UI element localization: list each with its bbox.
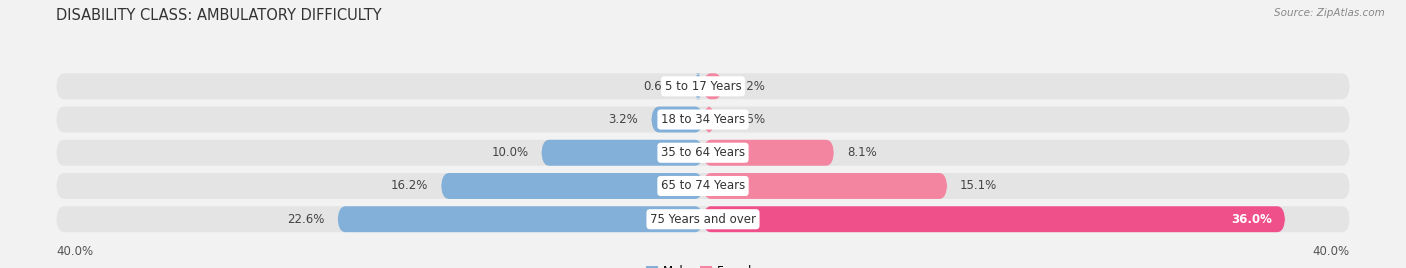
FancyBboxPatch shape [693, 73, 703, 99]
Text: 5 to 17 Years: 5 to 17 Years [665, 80, 741, 93]
Legend: Male, Female: Male, Female [641, 261, 765, 268]
FancyBboxPatch shape [56, 140, 1350, 166]
Text: 36.0%: 36.0% [1232, 213, 1272, 226]
Text: 16.2%: 16.2% [391, 180, 429, 192]
Text: 18 to 34 Years: 18 to 34 Years [661, 113, 745, 126]
FancyBboxPatch shape [703, 140, 834, 166]
FancyBboxPatch shape [703, 173, 948, 199]
FancyBboxPatch shape [541, 140, 703, 166]
Text: 0.61%: 0.61% [643, 80, 681, 93]
FancyBboxPatch shape [56, 73, 1350, 99]
FancyBboxPatch shape [703, 206, 1285, 232]
FancyBboxPatch shape [337, 206, 703, 232]
FancyBboxPatch shape [703, 107, 716, 132]
FancyBboxPatch shape [56, 107, 1350, 132]
Text: 22.6%: 22.6% [287, 213, 325, 226]
Text: DISABILITY CLASS: AMBULATORY DIFFICULTY: DISABILITY CLASS: AMBULATORY DIFFICULTY [56, 8, 382, 23]
Text: 8.1%: 8.1% [846, 146, 877, 159]
FancyBboxPatch shape [56, 173, 1350, 199]
Text: 3.2%: 3.2% [609, 113, 638, 126]
Text: 75 Years and over: 75 Years and over [650, 213, 756, 226]
Text: 0.75%: 0.75% [728, 113, 765, 126]
FancyBboxPatch shape [703, 73, 723, 99]
Text: 1.2%: 1.2% [735, 80, 765, 93]
Text: 15.1%: 15.1% [960, 180, 997, 192]
FancyBboxPatch shape [56, 206, 1350, 232]
Text: 65 to 74 Years: 65 to 74 Years [661, 180, 745, 192]
Text: Source: ZipAtlas.com: Source: ZipAtlas.com [1274, 8, 1385, 18]
Text: 40.0%: 40.0% [1313, 245, 1350, 258]
FancyBboxPatch shape [651, 107, 703, 132]
Text: 40.0%: 40.0% [56, 245, 93, 258]
FancyBboxPatch shape [441, 173, 703, 199]
Text: 35 to 64 Years: 35 to 64 Years [661, 146, 745, 159]
Text: 10.0%: 10.0% [491, 146, 529, 159]
